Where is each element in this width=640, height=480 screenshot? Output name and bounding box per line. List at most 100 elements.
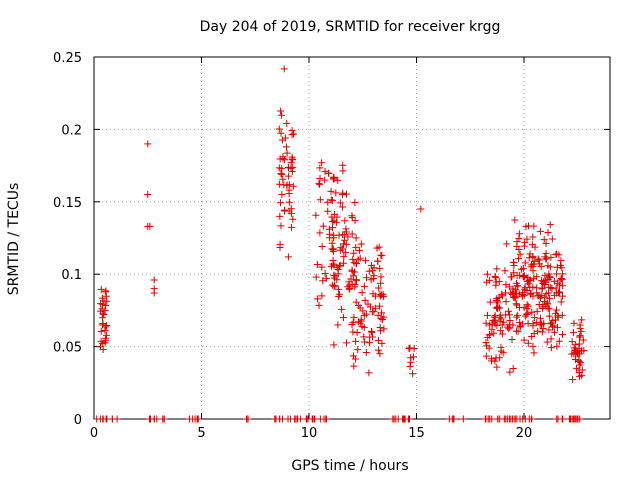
data-point (321, 269, 329, 277)
data-point (535, 256, 543, 264)
data-point (288, 127, 296, 135)
data-point (338, 305, 346, 313)
data-point (103, 297, 111, 305)
data-point (329, 256, 337, 264)
data-point (351, 217, 359, 225)
data-point (529, 292, 537, 300)
data-point (278, 136, 286, 144)
data-point (520, 242, 528, 250)
data-point (351, 283, 359, 291)
data-point (360, 282, 368, 290)
data-point (362, 348, 370, 356)
data-point (350, 362, 358, 370)
data-point (409, 370, 417, 378)
data-point (506, 368, 514, 376)
data-point (97, 337, 105, 345)
data-point (352, 234, 360, 242)
data-point (409, 353, 417, 361)
x-axis-label: GPS time / hours (291, 458, 408, 474)
data-point (491, 312, 499, 320)
data-point (277, 107, 285, 115)
data-point (542, 240, 550, 248)
data-point (505, 311, 513, 319)
data-point (526, 283, 534, 291)
data-point (102, 287, 110, 295)
data-point (316, 164, 324, 172)
data-point (361, 296, 369, 304)
data-point (374, 257, 382, 265)
data-point (377, 273, 385, 281)
data-point (360, 312, 368, 320)
data-point (553, 250, 561, 258)
data-point (417, 205, 425, 213)
data-point (538, 328, 546, 336)
data-point (278, 170, 286, 178)
data-point (553, 342, 561, 350)
data-point (277, 169, 285, 177)
data-point (98, 294, 106, 302)
data-point (380, 325, 388, 333)
data-point (313, 260, 321, 268)
data-point (482, 352, 490, 360)
data-point (318, 159, 326, 167)
data-point (285, 172, 293, 180)
data-point (342, 225, 350, 233)
data-point (486, 298, 494, 306)
data-point (539, 324, 547, 332)
data-point (514, 311, 522, 319)
data-point (312, 211, 320, 219)
data-point (497, 326, 505, 334)
data-point (526, 250, 534, 258)
data-point (553, 289, 561, 297)
data-point (536, 314, 544, 322)
data-point (335, 262, 343, 270)
data-point (100, 311, 108, 319)
data-point (406, 344, 414, 352)
data-point (292, 415, 300, 423)
data-point (528, 241, 536, 249)
data-point (450, 415, 458, 423)
data-point (529, 342, 537, 350)
data-point (545, 326, 553, 334)
data-point (553, 323, 561, 331)
data-point (379, 315, 387, 323)
data-point (354, 256, 362, 264)
data-point (339, 245, 347, 253)
data-point (337, 243, 345, 251)
data-point (499, 292, 507, 300)
data-point (558, 415, 566, 423)
data-point (559, 292, 567, 300)
data-point (576, 372, 584, 380)
data-point (377, 279, 385, 287)
data-point (497, 315, 505, 323)
data-point (570, 319, 578, 327)
data-point (150, 276, 158, 284)
data-point (553, 263, 561, 271)
data-point (368, 308, 376, 316)
data-point (353, 276, 361, 284)
data-point (352, 337, 360, 345)
data-point (559, 330, 567, 338)
data-point (334, 321, 342, 329)
data-point (577, 327, 585, 335)
data-point (543, 299, 551, 307)
data-point (572, 349, 580, 357)
data-point (569, 376, 577, 384)
data-point (575, 340, 583, 348)
data-point (367, 303, 375, 311)
data-point (348, 230, 356, 238)
data-point (344, 233, 352, 241)
data-point (390, 415, 398, 423)
data-point (282, 143, 290, 151)
data-point (485, 344, 493, 352)
data-point (312, 273, 320, 281)
data-point (290, 130, 298, 138)
data-point (491, 357, 499, 365)
data-points (93, 65, 588, 423)
data-point (336, 199, 344, 207)
data-point (369, 333, 377, 341)
data-point (518, 292, 526, 300)
data-point (482, 415, 490, 423)
data-point (144, 191, 152, 199)
data-point (275, 164, 283, 172)
